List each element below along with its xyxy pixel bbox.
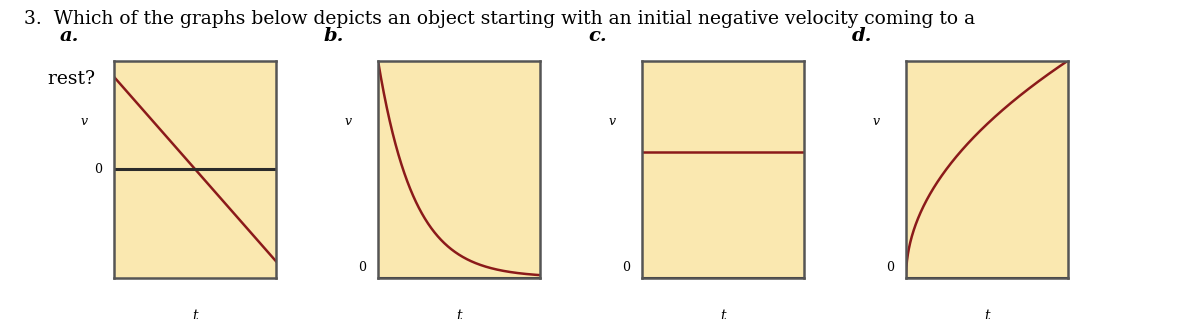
Text: 0: 0 <box>358 262 366 274</box>
Text: v: v <box>872 115 880 128</box>
Text: d.: d. <box>852 27 872 45</box>
Text: t: t <box>720 309 726 319</box>
Text: rest?: rest? <box>24 70 95 88</box>
Text: v: v <box>608 115 616 128</box>
Text: b.: b. <box>324 27 344 45</box>
Text: v: v <box>80 115 88 128</box>
Text: c.: c. <box>588 27 607 45</box>
Text: 0: 0 <box>94 163 102 175</box>
Text: a.: a. <box>60 27 79 45</box>
Text: t: t <box>192 309 198 319</box>
Text: 0: 0 <box>886 262 894 274</box>
Text: v: v <box>344 115 352 128</box>
Text: 0: 0 <box>622 262 630 274</box>
Text: t: t <box>456 309 462 319</box>
Text: t: t <box>984 309 990 319</box>
Text: 3.  Which of the graphs below depicts an object starting with an initial negativ: 3. Which of the graphs below depicts an … <box>24 10 976 27</box>
